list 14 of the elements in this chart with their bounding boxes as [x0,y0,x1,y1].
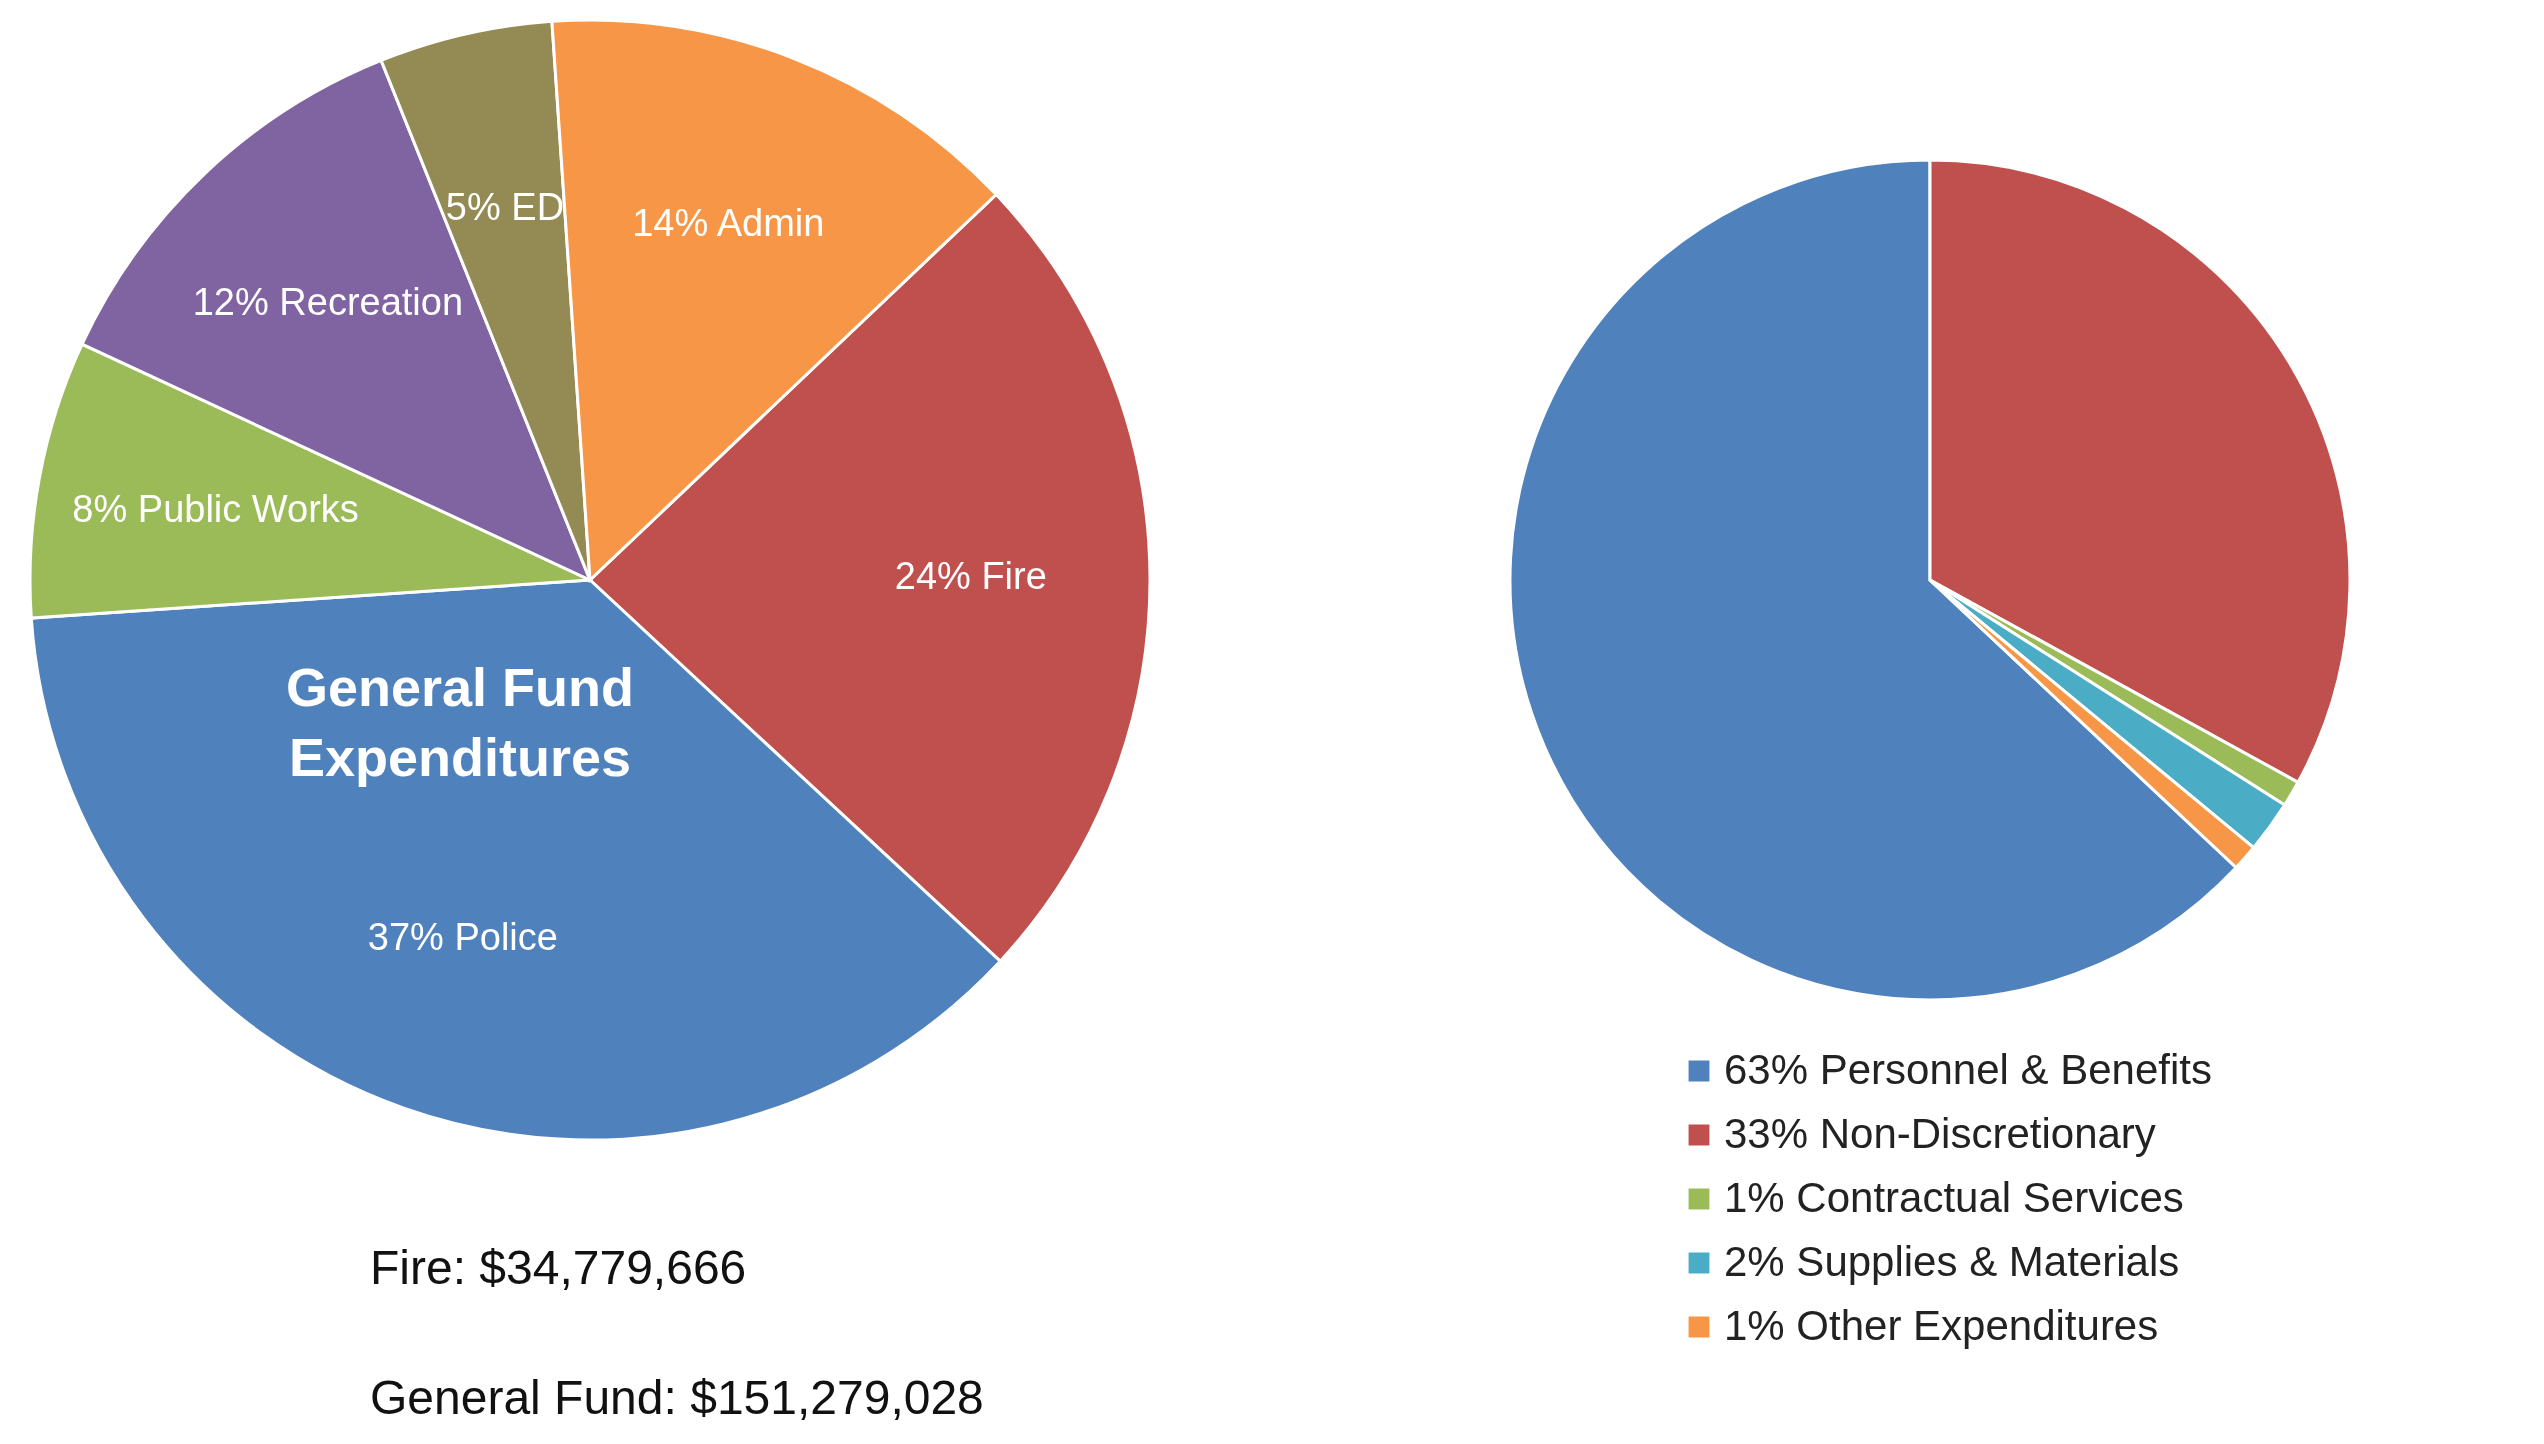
text: General Fund Expenditures [285,657,635,787]
legend-label: 1% Other Expenditures [1724,1302,2159,1349]
text: Fire: $34,779,666 [370,1241,747,1294]
slice-label: 5% ED [445,185,565,228]
legend-label: 63% Personnel & Benefits [1724,1046,2212,1093]
slice-label: 12% Recreation [192,280,464,323]
text: General Fund: $151,279,028 [370,1371,984,1424]
slice-label: 24% Fire [894,555,1047,598]
slice-label: 8% Public Works [72,487,359,530]
legend-label: 2% Supplies & Materials [1724,1238,2180,1285]
slice-label: 37% Police [367,915,558,958]
legend-label: 1% Contractual Services [1724,1174,2184,1221]
slice-label: 14% Admin [632,202,825,245]
legend-label: 33% Non-Discretionary [1724,1110,2156,1157]
